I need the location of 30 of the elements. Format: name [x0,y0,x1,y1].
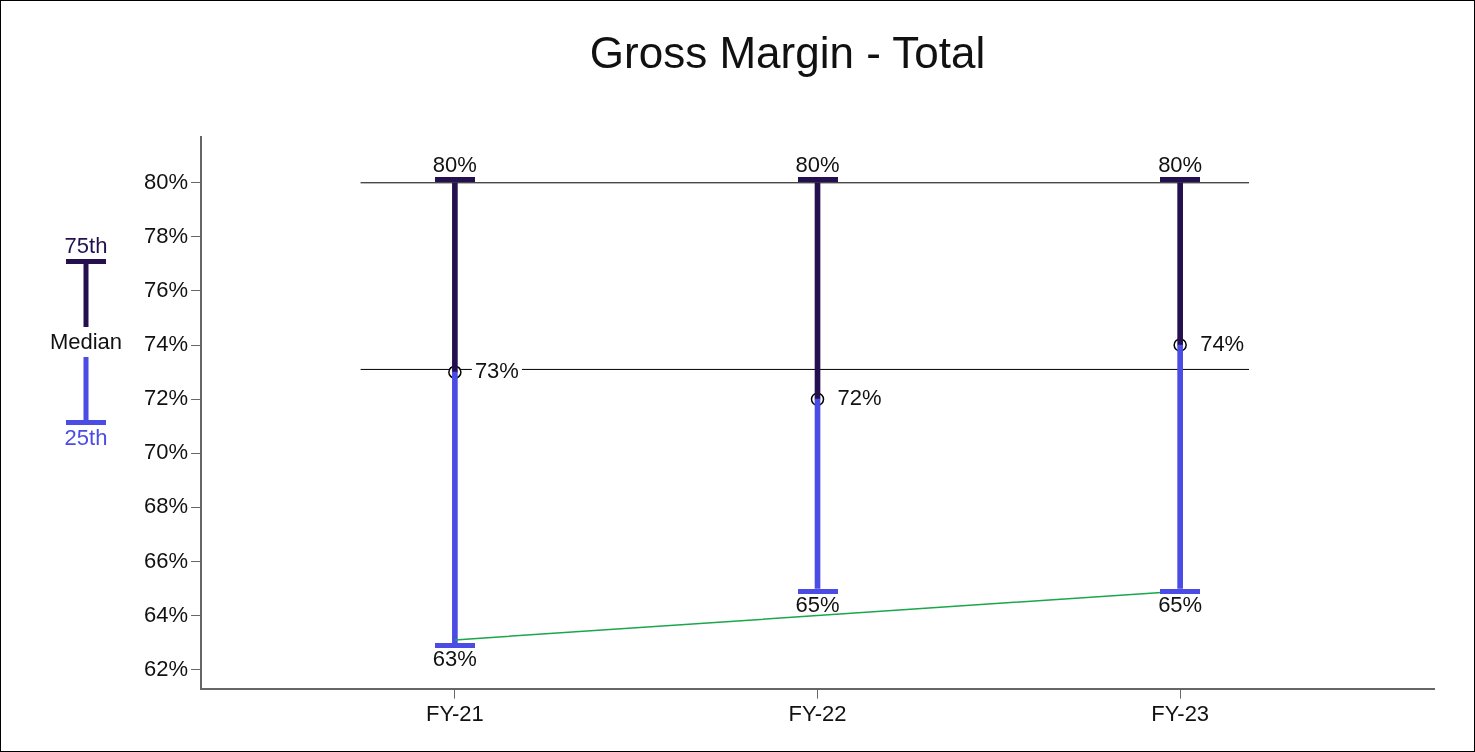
annotation: 73% [474,358,519,384]
x-tick-label: FY-23 [1151,700,1210,726]
annotation: 80% [432,151,477,177]
text: 75th [64,233,108,259]
annotation: 74% [1200,331,1245,357]
x-tick-label: FY-22 [788,700,847,726]
annotation: 72% [837,385,882,411]
y-tick-label: 68% [143,493,189,519]
legend-label: 25th [64,425,108,451]
bar [452,182,458,373]
y-tick-label: 70% [143,439,189,465]
annotation: 80% [1158,151,1203,177]
y-tick-label: 66% [143,547,189,573]
annotation: 80% [795,151,840,177]
y-tick-label: 80% [143,168,189,194]
y-tick-label: 78% [143,222,189,248]
annotation: 65% [795,591,840,617]
y-tick-label: 74% [143,331,189,357]
annotation: 65% [1158,591,1203,617]
chart-title: Gross Margin - Total [589,27,986,77]
y-tick-label: 72% [143,385,189,411]
text: Median [49,329,123,355]
y-tick-label: 64% [143,601,189,627]
annotation: 63% [432,645,477,671]
y-tick-label: 76% [143,277,189,303]
x-tick-label: FY-21 [425,700,484,726]
y-tick-label: 62% [143,655,189,681]
bar [1177,182,1183,346]
bar [452,371,458,643]
bar [1177,344,1183,589]
